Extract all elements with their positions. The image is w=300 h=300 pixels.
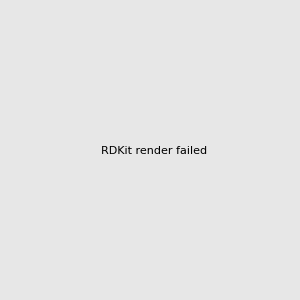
Text: RDKit render failed: RDKit render failed — [101, 146, 207, 157]
